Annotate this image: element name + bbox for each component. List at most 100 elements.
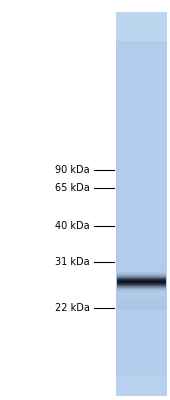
Bar <box>116 259 167 260</box>
Bar <box>116 153 167 154</box>
Bar <box>116 27 167 29</box>
Bar <box>116 59 167 61</box>
Bar <box>116 292 167 294</box>
Bar <box>116 234 167 235</box>
Bar <box>116 386 167 387</box>
Bar <box>116 84 167 85</box>
Bar <box>116 96 167 98</box>
Bar <box>116 177 167 178</box>
Bar <box>116 163 167 164</box>
Bar <box>116 109 167 110</box>
Bar <box>116 263 167 264</box>
Bar <box>116 223 167 224</box>
Bar <box>116 272 167 273</box>
Bar <box>116 194 167 195</box>
Bar <box>116 164 167 166</box>
Bar <box>116 74 167 75</box>
Bar <box>116 162 167 163</box>
Bar <box>116 248 167 249</box>
Bar <box>116 160 167 162</box>
Bar <box>116 38 167 39</box>
Bar <box>116 16 167 17</box>
Bar <box>116 332 167 333</box>
Bar <box>116 90 167 91</box>
Bar <box>116 76 167 77</box>
Bar <box>117 300 166 301</box>
Bar <box>116 349 167 350</box>
Bar <box>116 157 167 158</box>
Bar <box>116 139 167 140</box>
Bar <box>116 184 167 185</box>
Bar <box>116 214 167 216</box>
Bar <box>116 21 167 22</box>
Bar <box>116 154 167 155</box>
Bar <box>116 338 167 340</box>
Bar <box>116 146 167 148</box>
Bar <box>116 222 167 223</box>
Bar <box>116 203 167 204</box>
Bar <box>116 317 167 318</box>
Bar <box>116 309 167 310</box>
Bar <box>116 238 167 240</box>
Bar <box>116 306 167 308</box>
Bar <box>116 249 167 250</box>
Bar <box>116 368 167 369</box>
Bar <box>116 237 167 238</box>
Bar <box>116 204 167 205</box>
Bar <box>116 273 167 274</box>
Bar <box>116 277 167 278</box>
Bar <box>116 39 167 40</box>
Bar <box>116 42 167 43</box>
Bar <box>116 54 167 56</box>
Bar <box>116 100 167 102</box>
Bar <box>116 44 167 45</box>
Bar <box>116 245 167 246</box>
Bar <box>116 278 167 280</box>
Bar <box>116 191 167 192</box>
Bar <box>116 341 167 342</box>
Bar <box>117 304 166 305</box>
Bar <box>116 32 167 34</box>
Bar <box>116 319 167 320</box>
Bar <box>116 182 167 184</box>
Bar <box>116 82 167 84</box>
Bar <box>116 98 167 99</box>
Bar <box>116 128 167 130</box>
Bar <box>116 330 167 331</box>
Bar <box>116 395 167 396</box>
Bar <box>116 171 167 172</box>
Bar <box>116 313 167 314</box>
Bar <box>116 377 167 378</box>
Bar <box>116 391 167 392</box>
Bar <box>116 312 167 313</box>
Bar <box>116 299 167 300</box>
Bar <box>116 155 167 157</box>
Bar <box>116 242 167 244</box>
Bar <box>116 218 167 219</box>
Bar <box>116 180 167 181</box>
Bar <box>116 114 167 116</box>
Bar <box>116 328 167 330</box>
Bar <box>117 308 166 309</box>
Bar <box>116 294 167 295</box>
Bar <box>116 270 167 272</box>
Text: 22 kDa: 22 kDa <box>55 303 90 313</box>
Bar <box>116 205 167 206</box>
Bar <box>116 159 167 160</box>
Bar <box>116 20 167 21</box>
Bar <box>116 26 167 27</box>
Bar <box>116 290 167 291</box>
Bar <box>117 298 166 299</box>
Bar <box>116 358 167 359</box>
Bar <box>116 274 167 276</box>
Bar <box>116 288 167 290</box>
Bar <box>116 212 167 213</box>
Text: 40 kDa: 40 kDa <box>55 221 90 231</box>
Bar <box>117 293 166 294</box>
Bar <box>116 305 167 306</box>
Bar <box>116 167 167 168</box>
Bar <box>116 152 167 153</box>
Bar <box>116 56 167 57</box>
Bar <box>116 136 167 138</box>
Bar <box>116 262 167 263</box>
